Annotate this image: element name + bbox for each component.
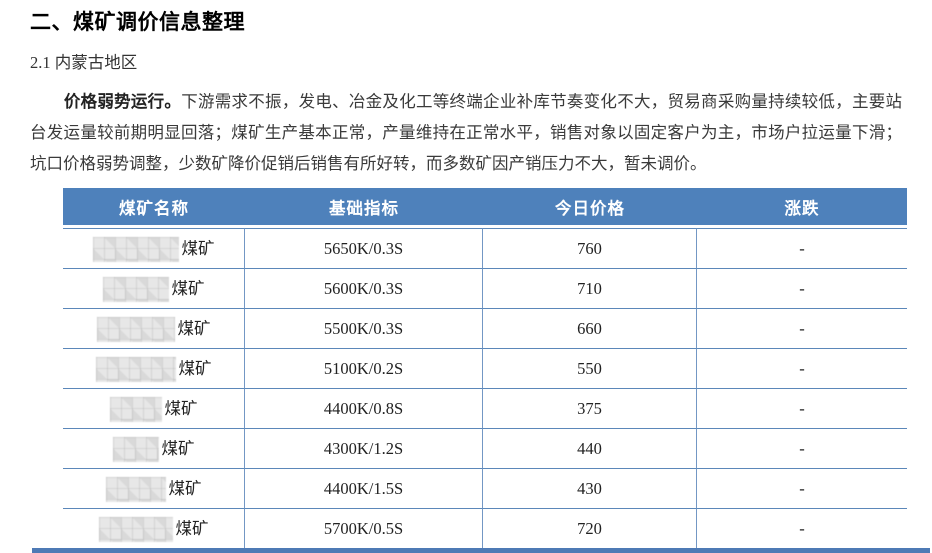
censored-name-block — [112, 436, 159, 462]
mine-name-cell: 煤矿 — [63, 349, 245, 389]
censored-name-block — [109, 396, 162, 422]
summary-paragraph: 价格弱势运行。下游需求不振，发电、冶金及化工等终端企业补库节奏变化不大，贸易商采… — [30, 86, 902, 179]
mine-name-suffix: 煤矿 — [164, 399, 198, 419]
table-row: 煤矿 4400K/0.8S 375 - — [63, 389, 907, 429]
indicator-cell: 4400K/0.8S — [245, 389, 483, 429]
indicator-cell: 4300K/1.2S — [245, 429, 483, 469]
indicator-cell: 5500K/0.3S — [245, 309, 483, 349]
change-cell: - — [697, 389, 907, 429]
paragraph-body: 下游需求不振，发电、冶金及化工等终端企业补库节奏变化不大，贸易商采购量持续较低，… — [30, 92, 903, 173]
table-row: 煤矿 4300K/1.2S 440 - — [63, 429, 907, 469]
mine-name-cell: 煤矿 — [63, 228, 245, 269]
change-cell: - — [697, 429, 907, 469]
table-row: 煤矿 5500K/0.3S 660 - — [63, 309, 907, 349]
censored-name-block — [105, 476, 166, 502]
column-header-today-price: 今日价格 — [483, 188, 697, 228]
price-cell: 710 — [483, 269, 697, 309]
indicator-cell: 4400K/1.5S — [245, 469, 483, 509]
mine-name-cell: 煤矿 — [63, 509, 245, 548]
change-cell: - — [697, 349, 907, 389]
censored-name-block — [102, 276, 169, 302]
mine-name-cell: 煤矿 — [63, 429, 245, 469]
mine-name-suffix: 煤矿 — [168, 479, 202, 499]
censored-name-block — [92, 236, 179, 262]
indicator-cell: 5650K/0.3S — [245, 228, 483, 269]
change-cell: - — [697, 469, 907, 509]
price-cell: 720 — [483, 509, 697, 548]
subsection-title: 2.1 内蒙古地区 — [30, 53, 138, 72]
column-header-mine-name: 煤矿名称 — [63, 188, 245, 228]
table-header-row: 煤矿名称 基础指标 今日价格 涨跌 — [63, 188, 907, 228]
change-cell: - — [697, 269, 907, 309]
censored-name-block — [95, 356, 176, 382]
mine-name-suffix: 煤矿 — [161, 439, 195, 459]
section-title: 二、煤矿调价信息整理 — [30, 11, 245, 34]
indicator-cell: 5100K/0.2S — [245, 349, 483, 389]
censored-name-block — [96, 316, 175, 342]
change-cell: - — [697, 228, 907, 269]
table-row: 煤矿 5650K/0.3S 760 - — [63, 228, 907, 269]
price-cell: 375 — [483, 389, 697, 429]
mine-name-suffix: 煤矿 — [181, 239, 215, 259]
censored-name-block — [98, 516, 173, 542]
table-row: 煤矿 5700K/0.5S 720 - — [63, 509, 907, 548]
mine-name-cell: 煤矿 — [63, 389, 245, 429]
change-cell: - — [697, 509, 907, 548]
price-cell: 550 — [483, 349, 697, 389]
table-row: 煤矿 5600K/0.3S 710 - — [63, 269, 907, 309]
table-bottom-rule — [32, 548, 930, 553]
mine-name-cell: 煤矿 — [63, 469, 245, 509]
mine-name-cell: 煤矿 — [63, 269, 245, 309]
price-cell: 660 — [483, 309, 697, 349]
mine-name-cell: 煤矿 — [63, 309, 245, 349]
indicator-cell: 5700K/0.5S — [245, 509, 483, 548]
price-cell: 430 — [483, 469, 697, 509]
price-cell: 440 — [483, 429, 697, 469]
mine-name-suffix: 煤矿 — [178, 359, 212, 379]
column-header-base-indicator: 基础指标 — [245, 188, 483, 228]
table-row: 煤矿 4400K/1.5S 430 - — [63, 469, 907, 509]
change-cell: - — [697, 309, 907, 349]
mine-name-suffix: 煤矿 — [171, 279, 205, 299]
paragraph-lead: 价格弱势运行。 — [63, 92, 182, 111]
table-row: 煤矿 5100K/0.2S 550 - — [63, 349, 907, 389]
coal-price-table: 煤矿名称 基础指标 今日价格 涨跌 煤矿 5650K/0.3S 760 - 煤矿… — [63, 188, 907, 548]
mine-name-suffix: 煤矿 — [175, 519, 209, 539]
column-header-change: 涨跌 — [697, 188, 907, 228]
mine-name-suffix: 煤矿 — [177, 319, 211, 339]
document-page: 二、煤矿调价信息整理 2.1 内蒙古地区 价格弱势运行。下游需求不振，发电、冶金… — [30, 11, 930, 553]
price-cell: 760 — [483, 228, 697, 269]
indicator-cell: 5600K/0.3S — [245, 269, 483, 309]
